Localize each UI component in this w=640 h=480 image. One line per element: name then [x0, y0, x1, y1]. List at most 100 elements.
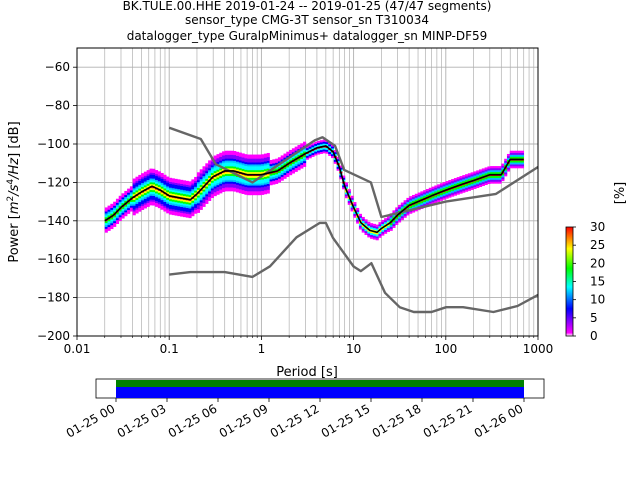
- psd-bin: [392, 210, 396, 213]
- psd-bin: [222, 153, 226, 156]
- psd-bin: [504, 174, 508, 177]
- psd-bin: [249, 154, 254, 157]
- psd-bin: [174, 203, 178, 207]
- psd-bin: [504, 162, 508, 165]
- psd-bin: [210, 191, 214, 195]
- psd-bin: [202, 204, 206, 207]
- psd-bin: [124, 204, 128, 207]
- psd-bin: [308, 146, 312, 149]
- psd-bin: [196, 185, 201, 188]
- psd-bin: [202, 195, 206, 198]
- psd-bin: [185, 180, 189, 184]
- psd-bin: [339, 165, 343, 168]
- psd-bin: [333, 153, 337, 157]
- psd-bin: [255, 164, 259, 167]
- psd-bin: [166, 178, 170, 181]
- psd-bin: [191, 189, 195, 192]
- psd-bin: [367, 221, 371, 224]
- psd-bin: [177, 192, 181, 196]
- psd-bin: [129, 201, 133, 204]
- psd-bin: [129, 186, 133, 189]
- psd-bin: [107, 220, 111, 224]
- psd-bin: [448, 189, 452, 192]
- psd-bin: [129, 190, 133, 193]
- psd-bin: [191, 210, 195, 213]
- psd-bin: [428, 201, 432, 204]
- psd-bin: [445, 182, 449, 186]
- colorbar-tick-label: 25: [590, 238, 605, 252]
- psd-bin: [132, 213, 136, 216]
- psd-bin: [439, 194, 444, 197]
- psd-bin: [297, 162, 301, 165]
- psd-bin: [222, 157, 226, 160]
- psd-bin: [456, 192, 460, 195]
- psd-bin: [168, 210, 173, 213]
- psd-bin: [138, 176, 142, 180]
- psd-bin: [230, 152, 234, 155]
- psd-bin: [280, 174, 284, 177]
- psd-bin: [266, 168, 270, 171]
- psd-bin: [372, 225, 376, 229]
- psd-bin: [400, 217, 404, 221]
- psd-bin: [219, 191, 223, 194]
- psd-bin: [512, 156, 516, 159]
- psd-bin: [180, 187, 184, 190]
- psd-bin: [263, 153, 268, 156]
- psd-bin: [182, 211, 187, 214]
- psd-bin: [210, 193, 214, 197]
- psd-bin: [286, 151, 290, 154]
- psd-bin: [451, 180, 455, 184]
- psd-bin: [325, 141, 329, 145]
- psd-bin: [152, 199, 156, 202]
- psd-bin: [213, 186, 217, 189]
- psd-bin: [194, 188, 198, 191]
- psd-bin: [205, 170, 209, 174]
- psd-bin: [241, 174, 245, 177]
- psd-bin: [216, 156, 220, 159]
- psd-bin: [185, 184, 189, 187]
- psd-bin: [286, 172, 290, 176]
- psd-bin: [442, 182, 446, 185]
- psd-bin: [149, 168, 153, 171]
- psd-bin: [152, 170, 156, 173]
- psd-bin: [182, 212, 187, 216]
- psd-bin: [196, 181, 201, 185]
- psd-bin: [506, 165, 511, 168]
- psd-bin: [149, 180, 153, 183]
- psd-bin: [467, 188, 471, 191]
- psd-bin: [213, 168, 217, 172]
- psd-bin: [219, 162, 223, 165]
- psd-bin: [252, 187, 256, 190]
- psd-bin: [241, 186, 245, 189]
- psd-bin: [174, 178, 178, 182]
- psd-bin: [364, 221, 368, 224]
- psd-bin: [386, 216, 390, 219]
- psd-bin: [222, 162, 226, 166]
- psd-bin: [258, 189, 262, 192]
- psd-bin: [216, 188, 220, 191]
- psd-bin: [177, 206, 181, 209]
- psd-bin: [275, 158, 279, 161]
- psd-bin: [448, 181, 452, 185]
- psd-bin: [199, 173, 203, 176]
- psd-bin: [498, 175, 502, 178]
- psd-bin: [263, 163, 268, 166]
- psd-bin: [249, 177, 254, 180]
- psd-bin: [261, 190, 265, 193]
- psd-bin: [208, 198, 212, 201]
- psd-bin: [230, 187, 234, 190]
- psd-bin: [213, 178, 217, 181]
- psd-bin: [155, 179, 159, 182]
- psd-bin: [155, 173, 159, 177]
- time-tick-label: 01-25 03: [115, 401, 169, 440]
- psd-bin: [152, 187, 156, 191]
- psd-bin: [104, 226, 108, 229]
- psd-bin: [113, 217, 117, 220]
- psd-bin: [277, 180, 282, 183]
- psd-bin: [325, 151, 329, 154]
- psd-bin: [146, 170, 150, 173]
- psd-bin: [308, 156, 312, 159]
- psd-bin: [470, 172, 474, 175]
- psd-bin: [238, 156, 242, 159]
- psd-bin: [174, 190, 178, 193]
